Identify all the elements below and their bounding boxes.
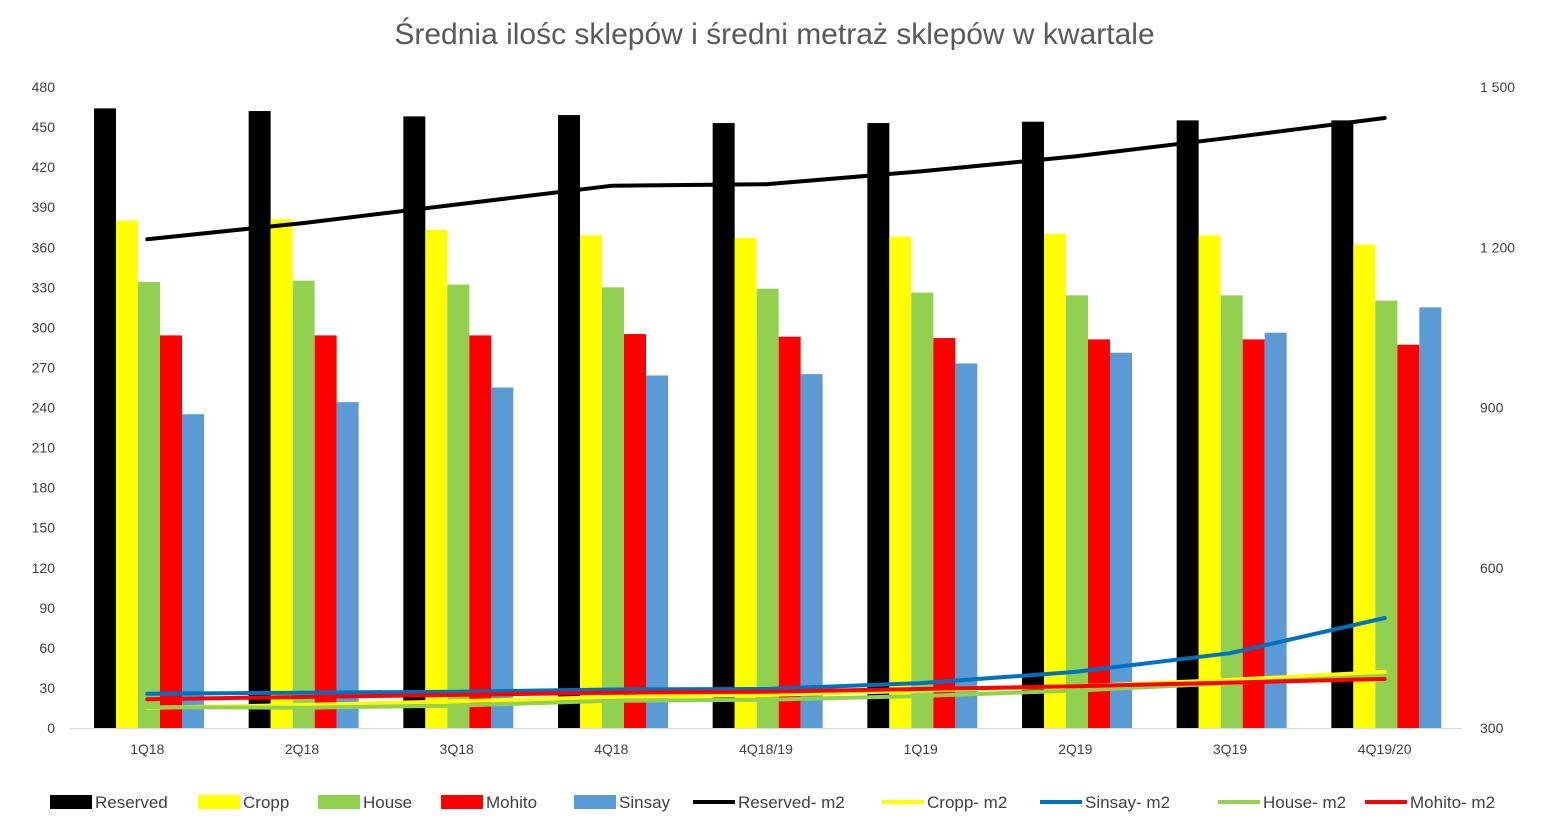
legend-label: Cropp- m2 — [927, 793, 1007, 812]
bar-reserved — [867, 123, 890, 728]
x-tick-label: 1Q19 — [904, 741, 938, 757]
x-tick-label: 1Q18 — [130, 741, 164, 757]
bar-cropp — [116, 220, 138, 728]
bar-house — [1066, 295, 1088, 728]
bar-reserved — [1176, 120, 1199, 728]
x-tick-label: 2Q18 — [285, 741, 319, 757]
line-reserved-m2 — [145, 116, 1387, 242]
legend-label: Mohito- m2 — [1410, 793, 1495, 812]
y-left-tick-label: 30 — [39, 680, 55, 696]
legend-label: Sinsay — [619, 793, 671, 812]
y-left-tick-label: 360 — [32, 239, 56, 255]
bar-house — [911, 292, 934, 728]
bar-house — [447, 284, 470, 728]
bar-reserved — [1331, 120, 1354, 728]
x-tick-label: 4Q18/19 — [739, 741, 793, 757]
y-left-tick-label: 390 — [32, 199, 56, 215]
y-left-tick-label: 450 — [32, 119, 56, 135]
bar-house — [756, 288, 779, 728]
bar-cropp — [734, 237, 757, 728]
legend-swatch — [574, 795, 616, 809]
legend-label: House — [363, 793, 412, 812]
y-left-tick-label: 420 — [32, 159, 56, 175]
bar-reserved — [558, 115, 580, 728]
y-left-tick-label: 240 — [32, 400, 56, 416]
legend-swatch — [198, 795, 240, 809]
bar-house — [602, 287, 624, 728]
legend-swatch — [318, 795, 360, 809]
y-right-tick-label: 900 — [1480, 400, 1504, 416]
x-tick-label: 2Q19 — [1058, 741, 1092, 757]
line-mohito-m2 — [145, 676, 1387, 702]
bar-sinsay — [646, 375, 668, 728]
legend-label: Sinsay- m2 — [1085, 793, 1170, 812]
y-right-tick-label: 600 — [1480, 560, 1504, 576]
y-right-tick-label: 1 200 — [1480, 239, 1515, 255]
bar-mohito — [933, 338, 956, 728]
bar-cropp — [889, 236, 912, 729]
bar-mohito — [160, 335, 182, 728]
bar-sinsay — [336, 402, 359, 728]
chart-title: Średnia ilośc sklepów i średni metraż sk… — [394, 18, 1155, 51]
bar-mohito — [624, 334, 646, 728]
bar-sinsay — [800, 374, 823, 728]
bar-cropp — [425, 229, 448, 728]
bar-reserved — [1022, 121, 1044, 729]
y-right-tick-label: 1 500 — [1480, 79, 1515, 95]
y-left-tick-label: 90 — [39, 600, 55, 616]
y-left-tick-label: 330 — [32, 279, 56, 295]
legend-swatch — [50, 795, 92, 809]
y-left-tick-label: 480 — [32, 79, 56, 95]
bar-mohito — [1397, 344, 1420, 728]
y-left-tick-label: 300 — [32, 319, 56, 335]
bar-reserved — [94, 108, 116, 728]
bar-cropp — [1353, 244, 1376, 728]
bar-mohito — [314, 335, 337, 728]
bar-sinsay — [1110, 352, 1132, 728]
bar-reserved — [403, 116, 426, 729]
legend-swatch — [441, 795, 483, 809]
y-left-tick-label: 120 — [32, 560, 56, 576]
legend-label: Reserved — [95, 793, 168, 812]
bar-cropp — [1198, 235, 1221, 728]
line-sinsay-m2 — [145, 616, 1387, 696]
bar-mohito — [778, 336, 801, 728]
bar-house — [1220, 295, 1243, 728]
bar-sinsay — [1264, 332, 1287, 728]
bar-house — [1375, 300, 1398, 728]
y-left-tick-label: 0 — [47, 720, 55, 736]
x-tick-label: 4Q18 — [594, 741, 628, 757]
bar-sinsay — [955, 363, 978, 728]
x-tick-label: 3Q18 — [440, 741, 474, 757]
y-left-tick-label: 270 — [32, 359, 56, 375]
y-left-tick-label: 150 — [32, 520, 56, 536]
bar-sinsay — [491, 387, 514, 728]
legend-label: Cropp — [243, 793, 289, 812]
y-right-tick-label: 300 — [1480, 720, 1504, 736]
legend-label: Mohito — [486, 793, 537, 812]
legend-label: Reserved- m2 — [738, 793, 845, 812]
y-left-tick-label: 60 — [39, 640, 55, 656]
y-left-tick-label: 180 — [32, 480, 56, 496]
bar-cropp — [1044, 233, 1066, 729]
x-tick-label: 4Q19/20 — [1358, 741, 1412, 757]
y-left-tick-label: 210 — [32, 440, 56, 456]
bar-mohito — [1242, 339, 1265, 728]
bar-sinsay — [1419, 307, 1442, 728]
bar-reserved — [248, 111, 271, 729]
x-tick-label: 3Q19 — [1213, 741, 1247, 757]
bar-cropp — [270, 219, 293, 729]
bar-sinsay — [182, 414, 204, 728]
bar-mohito — [1088, 339, 1110, 728]
legend-label: House- m2 — [1263, 793, 1346, 812]
bar-cropp — [580, 235, 602, 728]
bar-house — [138, 281, 160, 728]
bar-reserved — [712, 123, 735, 728]
bar-house — [292, 280, 315, 728]
bar-mohito — [469, 335, 492, 728]
